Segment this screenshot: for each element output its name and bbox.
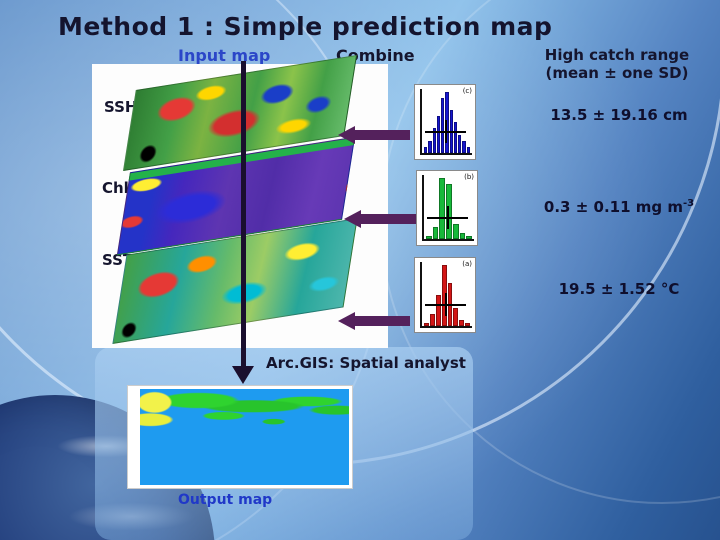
mean-line-vertical	[445, 292, 447, 316]
histogram-tag: (a)	[462, 260, 472, 268]
histogram-plot: (b)	[422, 173, 474, 241]
range-text: 13.5 ± 19.16 cm	[550, 106, 688, 124]
arrow-shaft	[360, 214, 416, 224]
ssha-range-value: 13.5 ± 19.16 cm	[520, 106, 718, 124]
mean-line-vertical	[447, 205, 449, 229]
chla-range-value: 0.3 ± 0.11 mg m-3	[520, 198, 718, 216]
arrow-head-icon	[338, 126, 355, 144]
chla-histogram: (b)	[416, 170, 478, 246]
arrow-shaft	[354, 130, 410, 140]
combine-arrow-ssha	[338, 126, 410, 144]
arrow-head-icon	[344, 210, 361, 228]
sst-range-value: 19.5 ± 1.52 °C	[520, 280, 718, 298]
range-text: 0.3 ± 0.11 mg m	[543, 198, 683, 216]
slide-title: Method 1 : Simple prediction map	[58, 12, 553, 41]
ssha-histogram: (c)	[414, 84, 476, 160]
histogram-plot: (c)	[420, 87, 472, 155]
high-catch-range-header: High catch range (mean ± one SD)	[518, 46, 716, 82]
range-sup: -3	[682, 198, 695, 209]
output-map-thumbnail	[140, 389, 349, 485]
histogram-bars	[424, 89, 470, 153]
arrow-head-icon	[338, 312, 355, 330]
histogram-plot: (a)	[420, 260, 472, 328]
flow-arrow-line	[241, 61, 246, 366]
output-map-label: Output map	[178, 492, 273, 508]
histogram-tag: (b)	[464, 173, 474, 181]
mean-line-vertical	[445, 119, 447, 143]
sst-histogram: (a)	[414, 257, 476, 333]
flow-arrow-head	[232, 366, 254, 384]
histogram-bars	[426, 175, 473, 239]
combine-arrow-sst	[338, 312, 410, 330]
high-catch-range-line1: High catch range	[544, 46, 690, 64]
combine-arrow-chla	[344, 210, 416, 228]
histogram-bars	[424, 262, 470, 326]
arcgis-label: Arc.GIS: Spatial analyst	[266, 354, 466, 372]
arrow-shaft	[354, 316, 410, 326]
high-catch-range-line2: (mean ± one SD)	[545, 64, 689, 82]
input-map-header: Input map	[178, 46, 271, 65]
histogram-tag: (c)	[462, 87, 472, 95]
output-map-panel	[127, 385, 353, 489]
range-text: 19.5 ± 1.52 °C	[558, 280, 680, 298]
